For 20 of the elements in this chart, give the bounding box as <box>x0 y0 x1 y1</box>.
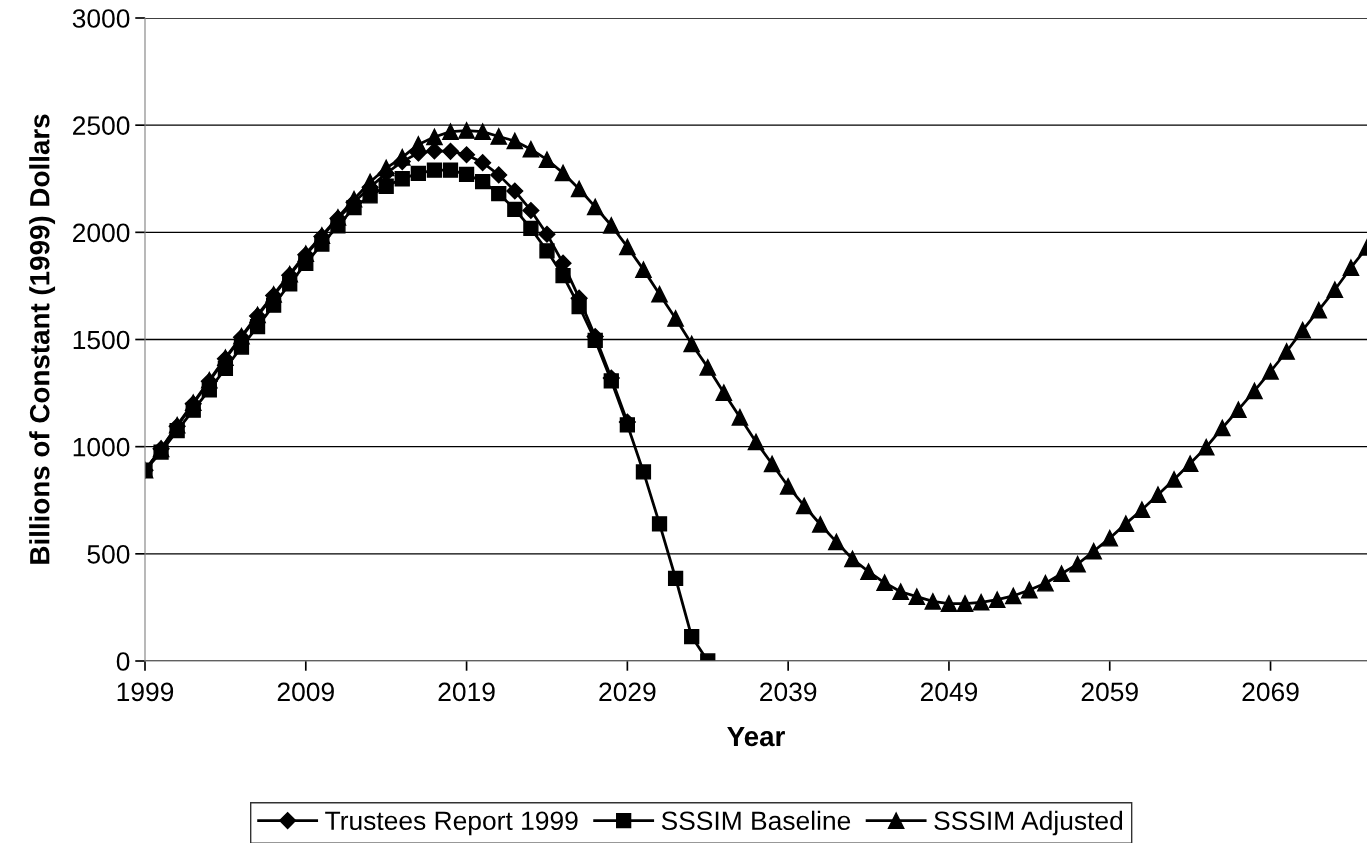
legend-label: SSSIM Baseline <box>661 810 851 831</box>
x-tick-label: 2009 <box>277 682 334 702</box>
x-tick-label: 2069 <box>1242 682 1299 702</box>
legend-label: SSSIM Adjusted <box>934 810 1123 836</box>
x-tick-label: 2019 <box>438 682 495 702</box>
y-tick-label: 1500 <box>73 330 130 350</box>
legend-label: Trustees Report 1999 <box>325 811 578 836</box>
x-tick-label: 2039 <box>760 682 817 702</box>
y-axis-title: Billions of Constant (1999) Dollars <box>29 114 56 564</box>
y-tick-label: 2000 <box>73 223 130 243</box>
x-tick-label: 1999 <box>117 682 174 702</box>
y-tick-label: 2500 <box>73 116 130 135</box>
y-tick-label: 0 <box>116 652 130 671</box>
x-axis-title: Year <box>727 726 785 747</box>
x-tick-label: 2059 <box>1081 682 1138 702</box>
y-tick-label: 1000 <box>73 437 130 457</box>
x-tick-label: 2029 <box>599 682 656 702</box>
x-tick-label: 2049 <box>920 682 978 702</box>
y-tick-label: 500 <box>87 544 130 564</box>
y-tick-label: 3000 <box>72 9 130 28</box>
